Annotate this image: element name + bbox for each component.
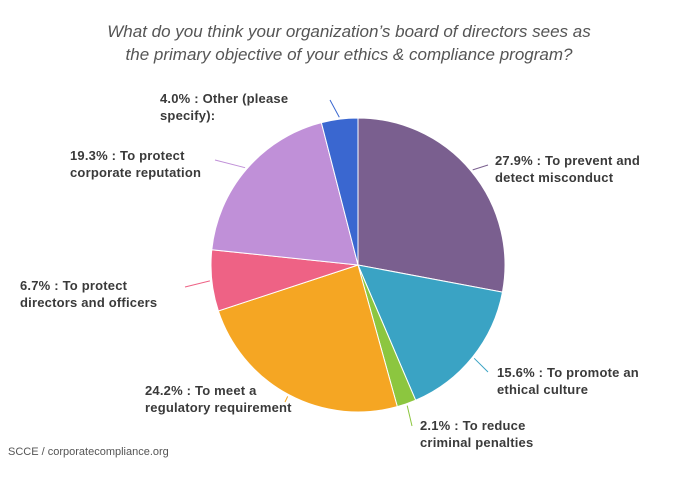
leader-line-3 <box>284 396 289 403</box>
leader-lines <box>184 99 489 427</box>
chart-title-line-1: What do you think your organization’s bo… <box>107 22 591 41</box>
slice-labels: 27.9% : To prevent and detect misconduct 1… <box>20 91 640 450</box>
source-note: SCCE / corporatecompliance.org <box>8 446 169 458</box>
slice-label-6: 4.0% : Other (please specify): <box>160 91 288 123</box>
slice-label-2: 2.1% : To reduce criminal penalties <box>420 418 533 450</box>
leader-line-5 <box>214 159 246 169</box>
slice-label-5: 19.3% : To protect corporate reputation <box>70 148 201 180</box>
pie-slices <box>210 117 506 413</box>
leader-line-4 <box>184 280 211 288</box>
chart-title: What do you think your organization’s bo… <box>107 22 591 64</box>
leader-line-0 <box>472 164 489 171</box>
leader-line-1 <box>473 357 489 373</box>
chart-title-line-2: the primary objective of your ethics & c… <box>126 45 573 64</box>
slice-label-1: 15.6% : To promote an ethical culture <box>497 365 639 397</box>
leader-line-2 <box>406 405 413 427</box>
slice-label-0: 27.9% : To prevent and detect misconduct <box>495 153 640 185</box>
pie-slice-6 <box>320 117 359 266</box>
slice-label-3: 24.2% : To meet a regulatory requirement <box>145 383 292 415</box>
pie-slice-0 <box>357 117 506 293</box>
pie-slice-1 <box>357 264 504 401</box>
pie-slice-3 <box>217 264 398 413</box>
pie-slice-5 <box>211 122 359 266</box>
slice-label-4: 6.7% : To protect directors and officers <box>20 278 157 310</box>
leader-line-6 <box>329 99 340 118</box>
